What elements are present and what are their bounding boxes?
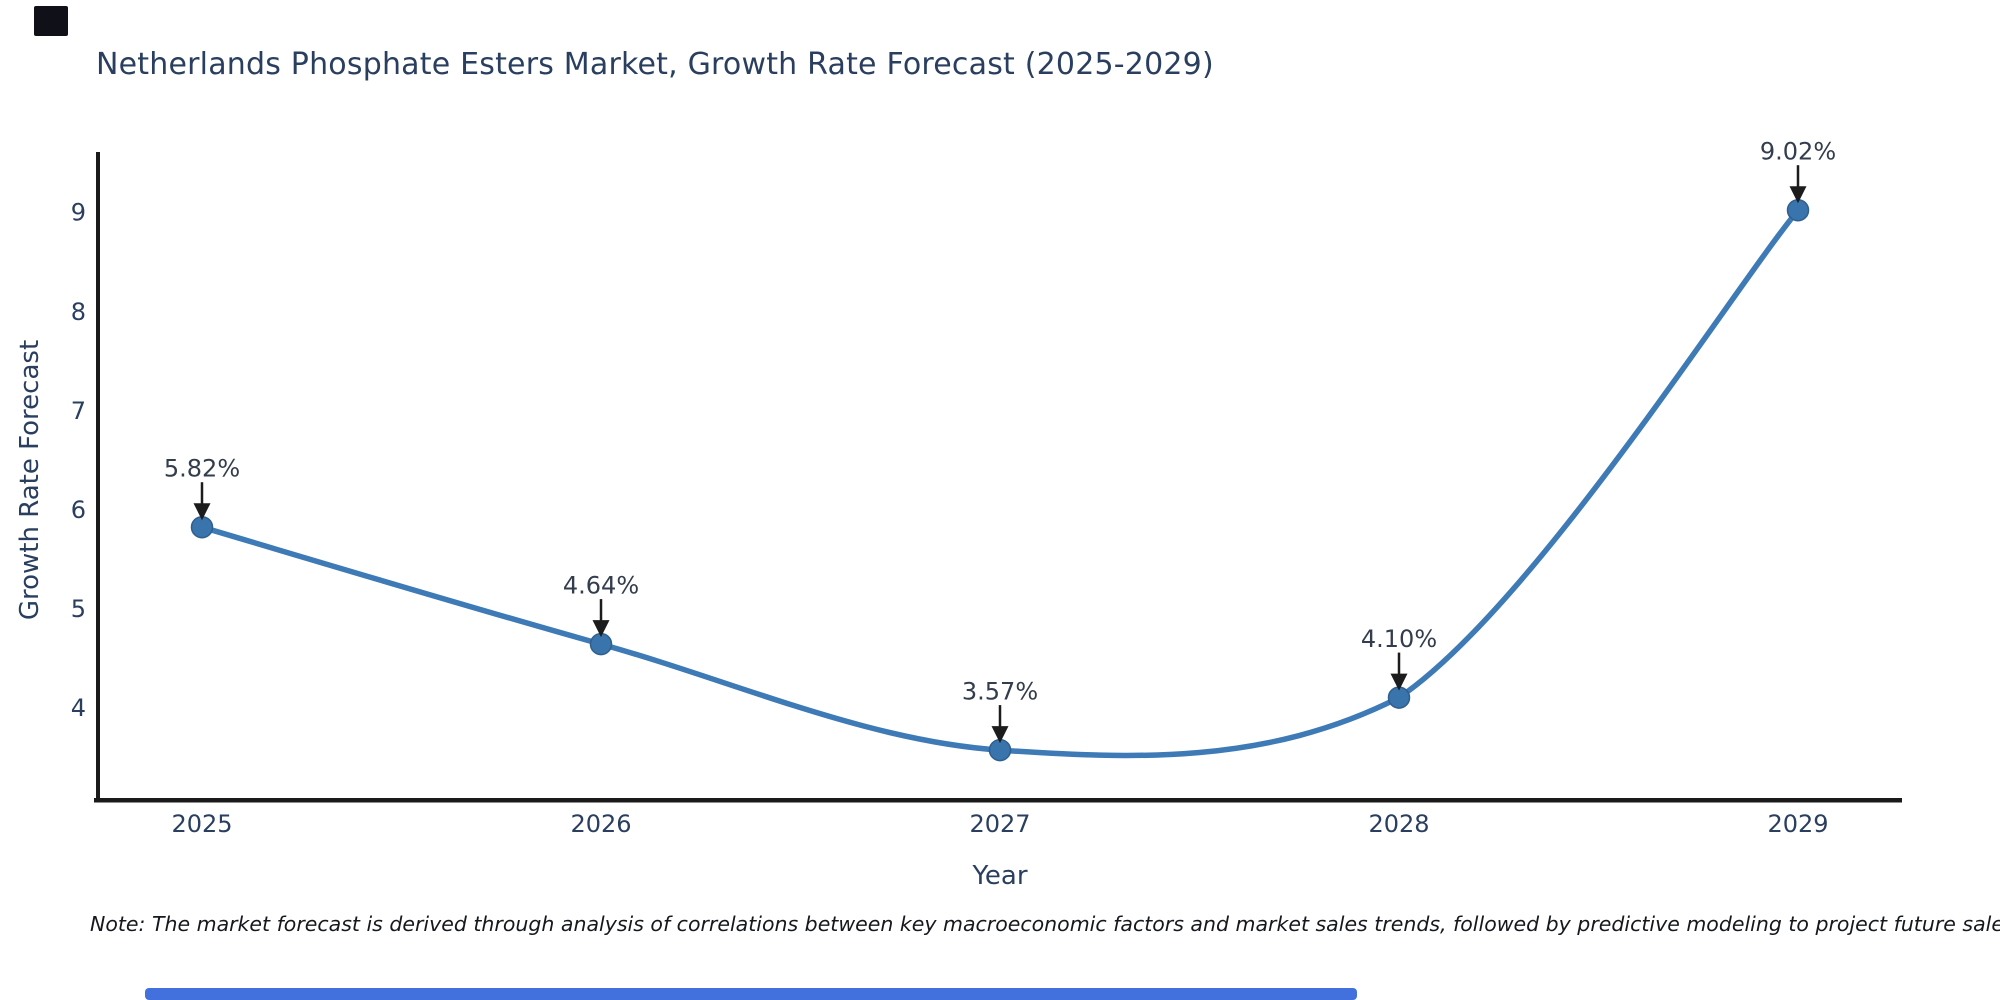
- data-point-label: 9.02%: [1760, 138, 1836, 166]
- footnote: Note: The market forecast is derived thr…: [90, 912, 2000, 936]
- annotation-arrowhead-icon: [592, 620, 610, 638]
- data-point-label: 3.57%: [962, 678, 1038, 706]
- y-tick-label: 7: [71, 397, 86, 425]
- y-tick-label: 8: [71, 298, 86, 326]
- annotation-arrowhead-icon: [1390, 673, 1408, 691]
- plot-content: 4 5 6 7 8 9 2025 2026 2027 2028 2029 5.82% 4.64% 3.57…: [71, 138, 1836, 838]
- x-tick-label: 2028: [1368, 810, 1429, 838]
- y-axis-line: [96, 152, 100, 802]
- y-axis-title: Growth Rate Forecast: [15, 339, 45, 621]
- annotation-arrowhead-icon: [1789, 186, 1807, 204]
- y-tick-label: 4: [71, 694, 86, 722]
- y-tick-label: 5: [71, 595, 86, 623]
- data-point-label: 5.82%: [164, 455, 240, 483]
- annotation-arrowhead-icon: [991, 726, 1009, 744]
- chart-title: Netherlands Phosphate Esters Market, Gro…: [96, 47, 1214, 82]
- y-tick-label: 6: [71, 496, 86, 524]
- x-tick-label: 2029: [1767, 810, 1828, 838]
- data-point-label: 4.64%: [563, 572, 639, 600]
- x-axis-line: [94, 798, 1902, 803]
- x-tick-label: 2026: [570, 810, 631, 838]
- horizontal-scrollbar-thumb[interactable]: [145, 988, 1357, 1000]
- forecast-line: [199, 207, 1801, 759]
- x-tick-label: 2027: [969, 810, 1030, 838]
- x-tick-label: 2025: [171, 810, 232, 838]
- x-axis-title: Year: [972, 861, 1028, 891]
- logo-mark: [34, 6, 68, 36]
- data-point-label: 4.10%: [1361, 625, 1437, 653]
- annotation-arrowhead-icon: [193, 503, 211, 521]
- y-tick-label: 9: [71, 199, 86, 227]
